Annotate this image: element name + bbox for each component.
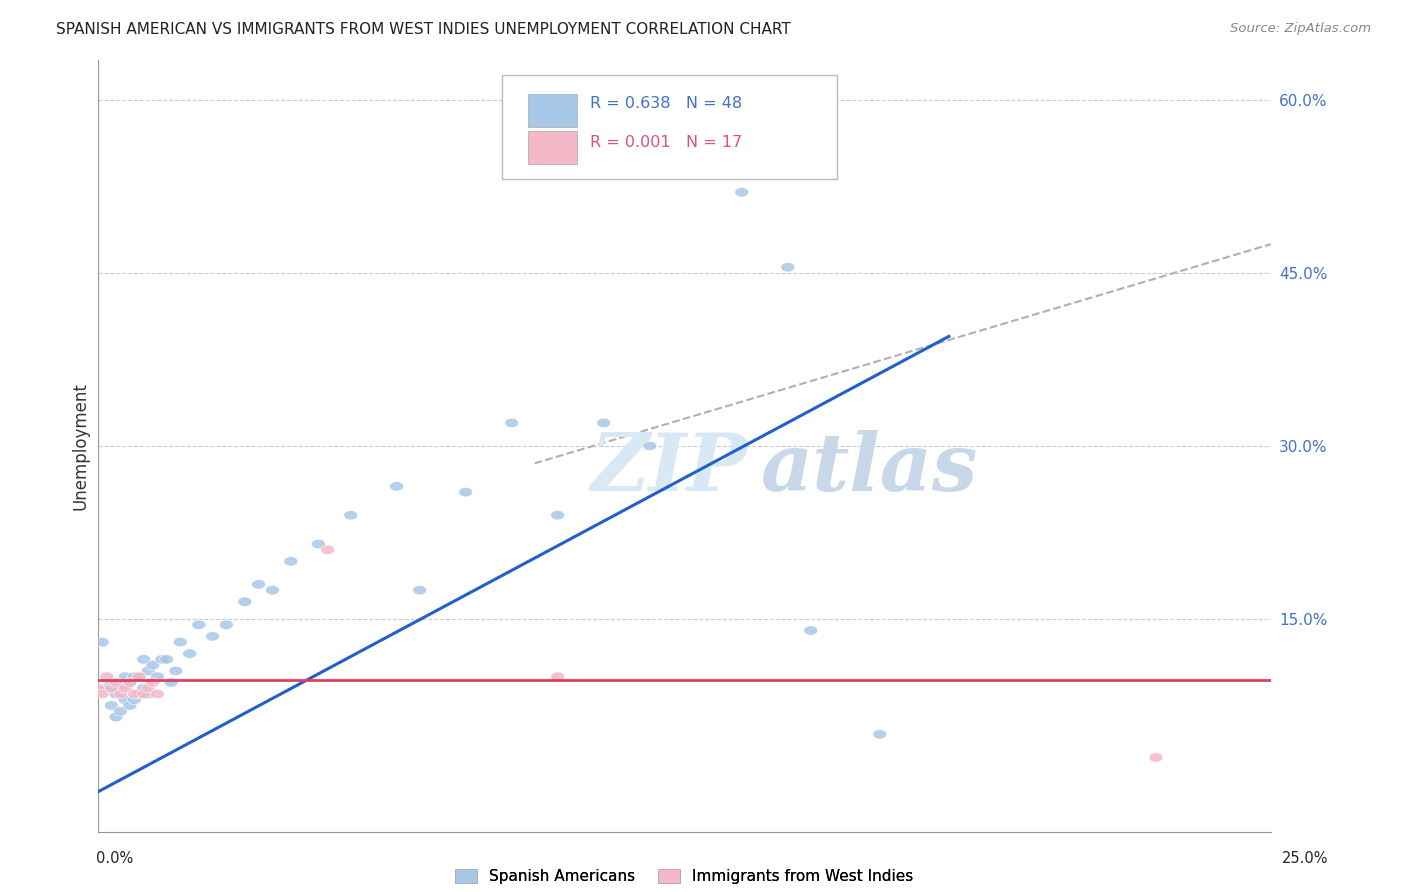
Ellipse shape	[90, 683, 104, 693]
Ellipse shape	[780, 262, 794, 272]
Ellipse shape	[413, 585, 426, 595]
Ellipse shape	[505, 418, 519, 427]
Ellipse shape	[160, 655, 173, 665]
Ellipse shape	[110, 713, 122, 722]
Ellipse shape	[804, 626, 818, 635]
Ellipse shape	[165, 678, 179, 687]
Ellipse shape	[343, 510, 357, 520]
Ellipse shape	[132, 672, 146, 681]
Ellipse shape	[643, 442, 657, 450]
Ellipse shape	[136, 683, 150, 693]
Text: ZIP: ZIP	[591, 431, 747, 508]
FancyBboxPatch shape	[529, 95, 578, 127]
Text: 0.0%: 0.0%	[96, 852, 132, 866]
Ellipse shape	[104, 701, 118, 710]
Ellipse shape	[219, 620, 233, 630]
Ellipse shape	[1149, 753, 1163, 762]
Ellipse shape	[110, 690, 122, 698]
Ellipse shape	[100, 672, 114, 681]
Ellipse shape	[146, 678, 160, 687]
Ellipse shape	[183, 648, 197, 658]
Ellipse shape	[128, 695, 142, 705]
Ellipse shape	[104, 683, 118, 693]
Ellipse shape	[96, 637, 110, 647]
Ellipse shape	[141, 683, 155, 693]
Ellipse shape	[173, 637, 187, 647]
Ellipse shape	[150, 690, 165, 698]
Ellipse shape	[118, 683, 132, 693]
Ellipse shape	[596, 418, 610, 427]
Text: R = 0.638   N = 48: R = 0.638 N = 48	[591, 96, 742, 111]
Ellipse shape	[146, 660, 160, 670]
Ellipse shape	[132, 690, 146, 698]
Ellipse shape	[132, 672, 146, 681]
Ellipse shape	[141, 690, 155, 698]
Ellipse shape	[155, 655, 169, 665]
Ellipse shape	[169, 666, 183, 675]
Ellipse shape	[238, 597, 252, 607]
FancyBboxPatch shape	[529, 131, 578, 164]
Ellipse shape	[110, 678, 122, 687]
Ellipse shape	[136, 690, 150, 698]
Ellipse shape	[128, 672, 142, 681]
Ellipse shape	[128, 690, 142, 698]
Legend: Spanish Americans, Immigrants from West Indies: Spanish Americans, Immigrants from West …	[450, 863, 920, 890]
Ellipse shape	[118, 672, 132, 681]
Ellipse shape	[114, 683, 128, 693]
Ellipse shape	[150, 672, 165, 681]
Ellipse shape	[873, 730, 887, 739]
Ellipse shape	[122, 701, 136, 710]
Ellipse shape	[252, 580, 266, 590]
Text: R = 0.001   N = 17: R = 0.001 N = 17	[591, 135, 742, 150]
Ellipse shape	[122, 678, 136, 687]
Ellipse shape	[458, 487, 472, 497]
Ellipse shape	[389, 482, 404, 491]
Ellipse shape	[100, 683, 114, 693]
Ellipse shape	[312, 540, 325, 549]
Text: atlas: atlas	[761, 431, 979, 508]
Ellipse shape	[551, 510, 565, 520]
Ellipse shape	[96, 690, 110, 698]
Ellipse shape	[141, 666, 155, 675]
FancyBboxPatch shape	[502, 75, 837, 179]
Text: SPANISH AMERICAN VS IMMIGRANTS FROM WEST INDIES UNEMPLOYMENT CORRELATION CHART: SPANISH AMERICAN VS IMMIGRANTS FROM WEST…	[56, 22, 792, 37]
Ellipse shape	[735, 187, 749, 197]
Ellipse shape	[114, 706, 128, 716]
Text: 25.0%: 25.0%	[1282, 852, 1329, 866]
Ellipse shape	[122, 678, 136, 687]
Ellipse shape	[104, 678, 118, 687]
Ellipse shape	[284, 557, 298, 566]
Ellipse shape	[266, 585, 280, 595]
Y-axis label: Unemployment: Unemployment	[72, 382, 89, 510]
Text: Source: ZipAtlas.com: Source: ZipAtlas.com	[1230, 22, 1371, 36]
Ellipse shape	[118, 695, 132, 705]
Ellipse shape	[321, 545, 335, 555]
Ellipse shape	[136, 655, 150, 665]
Ellipse shape	[551, 672, 565, 681]
Ellipse shape	[205, 632, 219, 641]
Ellipse shape	[191, 620, 205, 630]
Ellipse shape	[114, 690, 128, 698]
